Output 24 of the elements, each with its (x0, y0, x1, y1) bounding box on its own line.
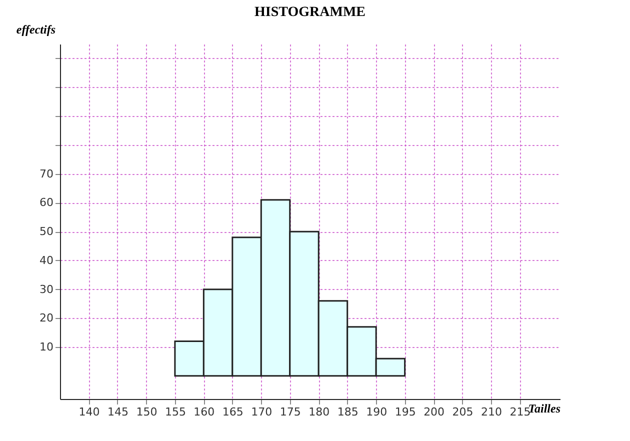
y-tick-label: 60 (40, 196, 54, 210)
y-tick-label: 30 (40, 282, 54, 296)
y-tick-label: 70 (40, 167, 54, 180)
x-tick-label: 200 (424, 406, 445, 418)
y-axis-title: effectifs (16, 22, 56, 36)
x-tick-label: 145 (107, 406, 128, 418)
x-tick-label: 195 (394, 406, 416, 418)
x-tick-label: 165 (222, 406, 244, 418)
x-tick-label: 210 (481, 406, 502, 418)
x-tick-label: 170 (251, 406, 272, 418)
x-tick-label: 150 (136, 406, 158, 418)
y-tick-label: 50 (40, 225, 54, 238)
x-tick-label: 205 (452, 406, 474, 418)
y-tick-label: 40 (40, 254, 54, 267)
x-tick-label: 160 (194, 406, 215, 418)
x-tick-label: 185 (337, 406, 358, 418)
chart-title: HISTOGRAMME (254, 5, 366, 20)
x-tick-label: 175 (280, 406, 301, 418)
x-tick-label: 140 (78, 406, 100, 418)
y-tick-label: 10 (40, 340, 54, 354)
x-tick-label: 180 (308, 406, 330, 418)
y-tick-label: 20 (40, 312, 54, 325)
x-tick-label: 190 (366, 406, 388, 418)
x-tick-label: 155 (164, 406, 186, 418)
